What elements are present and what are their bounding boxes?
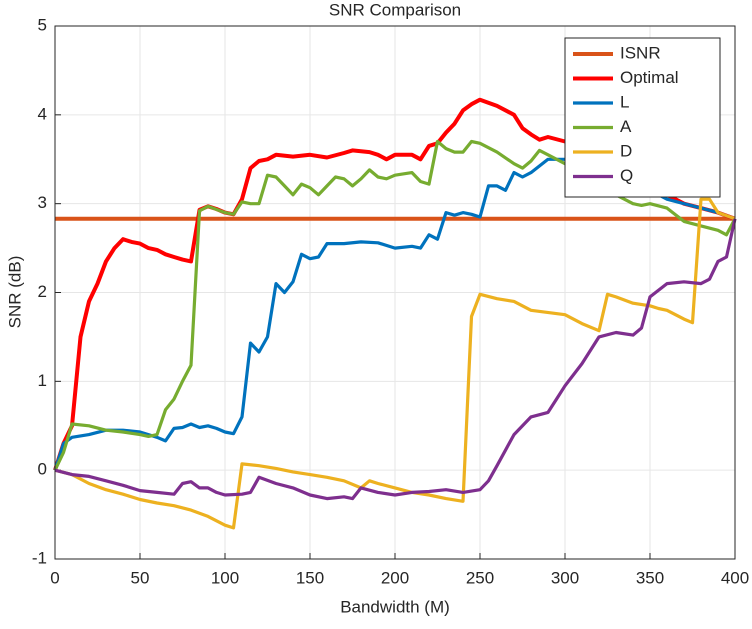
x-tick-label: 150 bbox=[296, 568, 324, 587]
y-tick-label: 4 bbox=[38, 104, 47, 123]
x-axis-label: Bandwidth (M) bbox=[340, 597, 450, 616]
legend-label: L bbox=[620, 92, 629, 111]
legend-label: A bbox=[620, 117, 632, 136]
y-tick-label: 0 bbox=[38, 460, 47, 479]
y-tick-label: -1 bbox=[32, 548, 47, 567]
x-tick-label: 350 bbox=[636, 568, 664, 587]
legend-box bbox=[564, 37, 721, 198]
y-axis-label: SNR (dB) bbox=[5, 256, 24, 329]
y-tick-label: 1 bbox=[38, 371, 47, 390]
axes-box bbox=[54, 25, 736, 560]
x-tick-label: 0 bbox=[50, 568, 59, 587]
legend-label: ISNR bbox=[620, 43, 661, 62]
x-tick-label: 250 bbox=[466, 568, 494, 587]
y-tick-label: 5 bbox=[38, 15, 47, 34]
chart-title: SNR Comparison bbox=[329, 0, 461, 19]
x-tick-label: 100 bbox=[211, 568, 239, 587]
series-line bbox=[54, 218, 737, 501]
legend-label: D bbox=[620, 141, 632, 160]
x-tick-label: 200 bbox=[381, 568, 409, 587]
x-tick-label: 300 bbox=[551, 568, 579, 587]
y-tick-label: 2 bbox=[38, 282, 47, 301]
series-line bbox=[54, 197, 736, 530]
y-tick-label: 3 bbox=[38, 193, 47, 212]
legend-label: Q bbox=[620, 166, 633, 185]
series-line bbox=[53, 97, 736, 471]
legend-label: Optimal bbox=[620, 68, 679, 87]
x-tick-label: 50 bbox=[131, 568, 150, 587]
x-tick-label: 400 bbox=[721, 568, 749, 587]
